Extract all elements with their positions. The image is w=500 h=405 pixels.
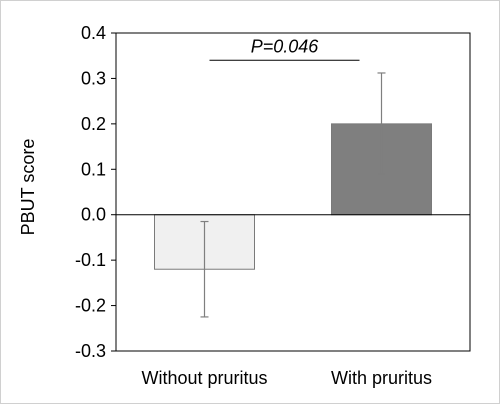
y-tick-label: 0.1 (81, 159, 106, 179)
y-tick-label: 0.2 (81, 114, 106, 134)
y-tick-label: -0.3 (75, 341, 106, 361)
category-labels-layer: Without pruritus With pruritus (141, 368, 432, 388)
y-tick-label: 0.3 (81, 68, 106, 88)
category-label: Without pruritus (141, 368, 267, 388)
y-tick-label: 0.0 (81, 205, 106, 225)
y-tick-label: -0.2 (75, 296, 106, 316)
y-axis-label: PBUT score (18, 139, 38, 236)
y-tick-label: 0.4 (81, 23, 106, 43)
category-label: With pruritus (331, 368, 432, 388)
y-tick-label: -0.1 (75, 250, 106, 270)
significance-label: P=0.046 (251, 36, 320, 56)
ticks-layer: 0.4 0.3 0.2 0.1 0.0 -0.1 -0.2 -0.3 (75, 23, 116, 361)
axis-layer (115, 32, 471, 352)
bars-layer (154, 72, 432, 318)
plot-area-border (115, 32, 471, 352)
